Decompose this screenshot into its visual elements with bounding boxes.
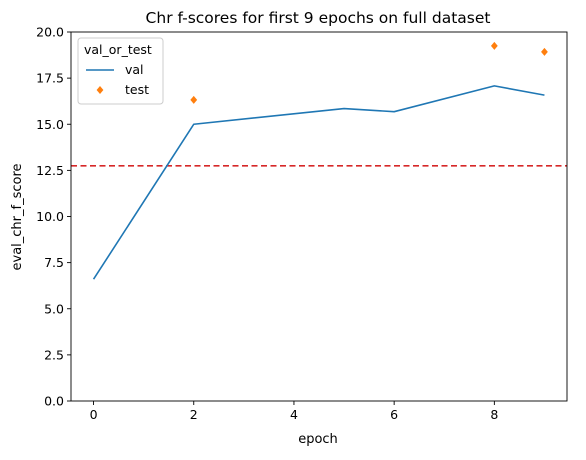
series-line-val: [92, 85, 545, 280]
x-axis-label: epoch: [298, 432, 338, 447]
y-tick-label: 12.5: [36, 163, 64, 178]
y-tick-label: 15.0: [36, 117, 64, 132]
legend-title: val_or_test: [84, 42, 152, 57]
legend-swatch-test: [96, 86, 104, 94]
x-tick-label: 6: [390, 407, 398, 422]
y-tick-label: 5.0: [44, 301, 64, 316]
y-tick-label: 0.0: [44, 394, 64, 409]
chart-title: Chr f-scores for first 9 epochs on full …: [146, 9, 491, 27]
y-tick-label: 7.5: [44, 255, 64, 270]
legend-label-test: test: [125, 82, 149, 97]
axes: 0 2 4 6 8 0.0 2.5 5.0 7.5 10.0 12.5 15.0 17.5 20.0: [36, 25, 568, 422]
y-tick-label: 17.5: [36, 71, 64, 86]
y-tick-label: 2.5: [44, 347, 64, 362]
point-test-0: [190, 95, 198, 104]
y-tick-label: 10.0: [36, 209, 64, 224]
x-tick-label: 0: [90, 407, 98, 422]
y-tick-label: 20.0: [36, 25, 64, 40]
x-tick-label: 8: [490, 407, 498, 422]
x-tick-label: 2: [190, 407, 198, 422]
point-test-1: [490, 41, 498, 50]
y-axis-label: eval_chr_f_score: [10, 163, 25, 270]
plot-area: [71, 41, 567, 280]
point-test-2: [541, 47, 548, 56]
x-tick-label: 4: [290, 407, 298, 422]
legend-label-val: val: [125, 62, 144, 77]
